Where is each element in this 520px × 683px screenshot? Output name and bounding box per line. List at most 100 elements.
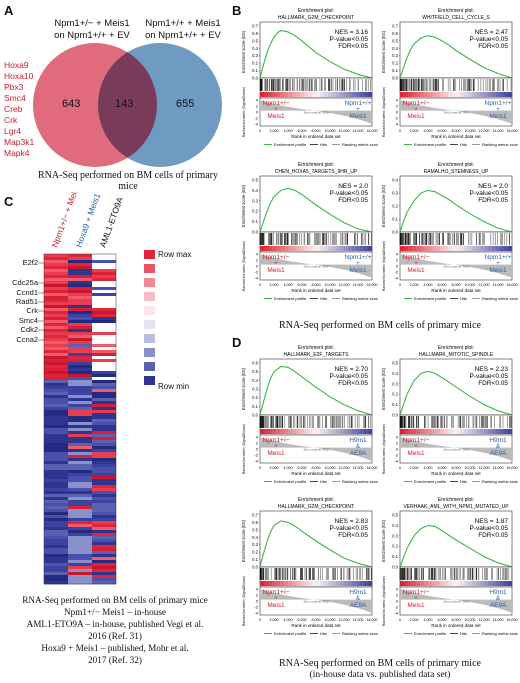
heatmap-cell — [92, 581, 116, 585]
gsea-nes: NES = 2.83 — [335, 518, 369, 525]
gsea-xtick-label: 16,000 — [507, 129, 518, 133]
gsea-xlabel: Rank in ordered data set — [291, 288, 341, 293]
heatmap-cell — [68, 380, 92, 384]
gsea-rank-colorbar — [312, 429, 317, 434]
heatmap-cell — [92, 347, 116, 351]
gsea-rank-colorbar — [408, 246, 413, 251]
heatmap-cell — [68, 266, 92, 270]
gsea-ytick-label: 0.6 — [252, 31, 258, 36]
heatmap-gene-label: Ccnd1 — [16, 288, 38, 297]
gsea-ytick-label: 0.1 — [392, 554, 398, 559]
gsea-rank-colorbar — [468, 92, 473, 97]
gsea-rank-colorbar — [300, 581, 305, 586]
heatmap-cell — [44, 332, 68, 336]
heatmap-cell — [92, 443, 116, 447]
gsea-rank-colorbar — [356, 429, 361, 434]
heatmap-cell — [44, 278, 68, 282]
gsea-rank-ytick: 4 — [396, 435, 399, 440]
heatmap-cell — [68, 323, 92, 327]
gsea-legend-profile: Enrichment profile — [414, 631, 447, 636]
gsea-rank-colorbar — [424, 429, 429, 434]
heatmap-cell — [68, 578, 92, 582]
heatmap-cell — [68, 347, 92, 351]
gsea-rank-ytick: 2 — [256, 104, 259, 109]
gsea-rank-ytick: -2 — [254, 270, 258, 275]
gsea-xlabel: Rank in ordered data set — [291, 134, 341, 139]
gsea-rank-metric — [260, 254, 372, 278]
gsea-right-group-1: Npm1+/+ — [345, 100, 372, 107]
gsea-rank-colorbar — [432, 581, 437, 586]
gsea-nes: NES = 3.16 — [335, 29, 369, 36]
caption-b: RNA-Seq performed on BM cells of primary… — [279, 320, 481, 331]
gsea-ytick-label: 0.1 — [252, 219, 258, 224]
gsea-rank-colorbar — [260, 92, 265, 97]
gsea-rank-colorbar — [364, 581, 369, 586]
heatmap-cell — [92, 521, 116, 525]
heatmap-cell — [68, 395, 92, 399]
heatmap-cell — [44, 482, 68, 486]
gsea-zero-cross: Zero cross at 7690 — [303, 448, 328, 452]
gsea-rank-colorbar — [436, 246, 441, 251]
heatmap-cell — [44, 488, 68, 492]
gsea-right-group-2: & — [496, 596, 500, 602]
gsea-rank-colorbar — [500, 581, 505, 586]
gsea-enrichment-label: Enrichment plot: — [298, 345, 334, 351]
gsea-right-group-1: Npm1+/+ — [485, 254, 512, 261]
heatmap-cell — [44, 554, 68, 558]
venn-right-count: 655 — [176, 98, 195, 110]
gsea-rank-colorbar — [464, 246, 469, 251]
gsea-ytick-label: 0.4 — [252, 535, 258, 540]
heatmap-cell — [92, 503, 116, 507]
heatmap-cell — [44, 311, 68, 315]
gsea-rank-colorbar — [476, 429, 481, 434]
gsea-ylabel: Enrichment score (ES) — [241, 367, 246, 410]
heatmap-cell — [92, 554, 116, 558]
heatmap-cell — [68, 560, 92, 564]
gsea-rank-colorbar — [400, 246, 405, 251]
gsea-ytick-label: 0.6 — [252, 520, 258, 525]
gsea-rank-colorbar — [304, 429, 309, 434]
heatmap-cell — [44, 548, 68, 552]
heatmap-cell — [92, 278, 116, 282]
heatmap-cell — [68, 302, 92, 306]
gsea-rank-colorbar — [360, 429, 365, 434]
heatmap-cell — [92, 302, 116, 306]
gsea-legend-metric: Ranking metric scores — [482, 142, 518, 147]
heatmap-cell — [68, 449, 92, 453]
gsea-nes: NES = 2.23 — [475, 366, 509, 373]
gsea-rank-colorbar — [464, 429, 469, 434]
heatmap-cell — [44, 392, 68, 396]
heatmap-cell — [92, 365, 116, 369]
gsea-ytick-label: 0.2 — [392, 61, 398, 66]
gsea-xtick-label: 0 — [259, 129, 261, 133]
gsea-rank-colorbar — [268, 92, 273, 97]
gsea-rank-colorbar — [468, 246, 473, 251]
gsea-legend-profile: Enrichment profile — [274, 631, 307, 636]
gsea-xtick-label: 0 — [259, 618, 261, 622]
gsea-rank-ytick: 4 — [396, 98, 399, 103]
gsea-rank-ytick: 4 — [396, 587, 399, 592]
gsea-rank-colorbar — [332, 246, 337, 251]
heatmap-cell — [44, 533, 68, 537]
gsea-rank-colorbar — [292, 246, 297, 251]
heatmap-cell — [44, 440, 68, 444]
heatmap-cell — [44, 302, 68, 306]
gsea-rank-colorbar — [400, 429, 405, 434]
gsea-legend-hits: Hits — [320, 631, 327, 636]
heatmap-cell — [92, 572, 116, 576]
gsea-xtick-label: 4,000 — [424, 129, 433, 133]
heatmap-cell — [68, 353, 92, 357]
heatmap-caption-line: 2016 (Ref. 31) — [88, 631, 142, 641]
gsea-rank-colorbar — [452, 92, 457, 97]
gsea-rank-colorbar — [292, 429, 297, 434]
gsea-rank-colorbar — [488, 581, 493, 586]
gsea-rank-metric — [400, 437, 512, 461]
gsea-pvalue: P-value<0.05 — [470, 373, 509, 380]
gsea-fdr: FDR<0.05 — [478, 532, 508, 539]
gsea-ytick-label: 0.5 — [252, 369, 258, 374]
heatmap-cell — [44, 557, 68, 561]
heatmap-cell — [44, 326, 68, 330]
legend-row-min: Row min — [158, 382, 190, 391]
gsea-legend-profile: Enrichment profile — [274, 142, 307, 147]
gsea-legend-profile: Enrichment profile — [414, 479, 447, 484]
